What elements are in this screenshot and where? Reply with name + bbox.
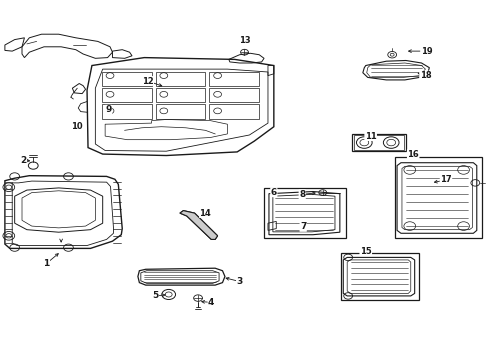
Text: 3: 3 [236,277,242,286]
Bar [209,104,259,119]
Text: 16: 16 [407,150,418,158]
Text: 12: 12 [142,77,153,85]
Polygon shape [180,211,217,239]
Bar [264,188,346,238]
Text: 8: 8 [299,190,305,199]
Text: 4: 4 [207,298,214,307]
Text: 14: 14 [199,209,211,217]
Bar [351,134,405,151]
Text: 2: 2 [20,156,26,165]
Bar [155,72,205,86]
Text: 9: 9 [105,105,112,114]
Bar [102,72,151,86]
Text: 11: 11 [364,132,376,140]
Bar [341,253,418,300]
Bar [353,135,403,150]
Text: 1: 1 [43,259,49,268]
Text: 5: 5 [152,292,158,300]
Text: 6: 6 [270,188,276,197]
Bar [155,104,205,119]
Text: 19: 19 [420,46,431,55]
Text: 18: 18 [419,71,430,80]
Bar [394,157,481,238]
Text: 15: 15 [359,247,371,256]
Bar [209,88,259,102]
Bar [155,88,205,102]
Text: 7: 7 [299,222,306,231]
Bar [209,72,259,86]
Text: 13: 13 [238,36,250,45]
Bar [102,88,151,102]
Bar [102,104,151,119]
Text: 17: 17 [439,175,451,184]
Text: 10: 10 [71,122,83,131]
